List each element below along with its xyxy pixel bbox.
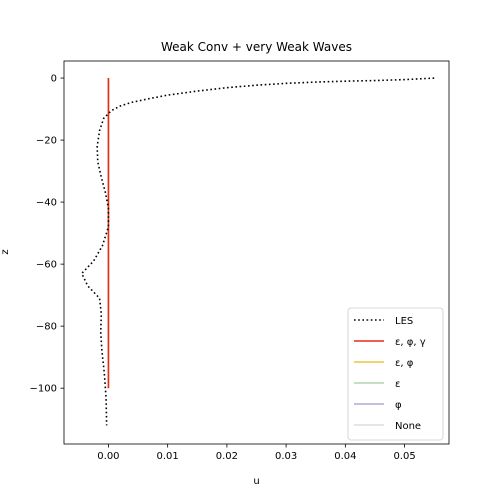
- legend-label-3: ε: [395, 379, 400, 390]
- x-tick-label: 0.04: [334, 451, 356, 462]
- legend-label-1: ε, φ, γ: [395, 337, 426, 348]
- y-tick-label: −80: [36, 322, 57, 333]
- legend-label-5: None: [395, 421, 421, 432]
- x-tick-label: 0.02: [216, 451, 238, 462]
- y-axis-label: z: [0, 249, 11, 254]
- legend-label-2: ε, φ: [395, 358, 414, 369]
- series-layer: [80, 77, 435, 426]
- x-axis-label: u: [253, 476, 259, 487]
- legend-label-4: φ: [395, 400, 402, 411]
- x-tick-label: 0.03: [275, 451, 297, 462]
- y-axis: 0 −20 −40 −60 −80 −100: [30, 74, 64, 395]
- y-tick-label: 0: [51, 74, 57, 85]
- legend-label-0: LES: [395, 316, 413, 327]
- chart-title: Weak Conv + very Weak Waves: [161, 40, 352, 54]
- y-tick-label: −60: [36, 260, 57, 271]
- plot-frame: [63, 60, 450, 445]
- x-tick-label: 0.01: [157, 451, 179, 462]
- x-tick-label: 0.05: [393, 451, 415, 462]
- y-tick-label: −40: [36, 198, 57, 209]
- series-line-0: [80, 77, 435, 426]
- legend: LES ε, φ, γ ε, φ εφ None: [347, 307, 444, 441]
- y-tick-label: −20: [36, 136, 57, 147]
- x-tick-label: 0.00: [97, 451, 119, 462]
- x-axis: 0.00 0.01 0.02 0.03 0.04 0.05: [97, 444, 416, 462]
- y-tick-label: −100: [30, 384, 57, 395]
